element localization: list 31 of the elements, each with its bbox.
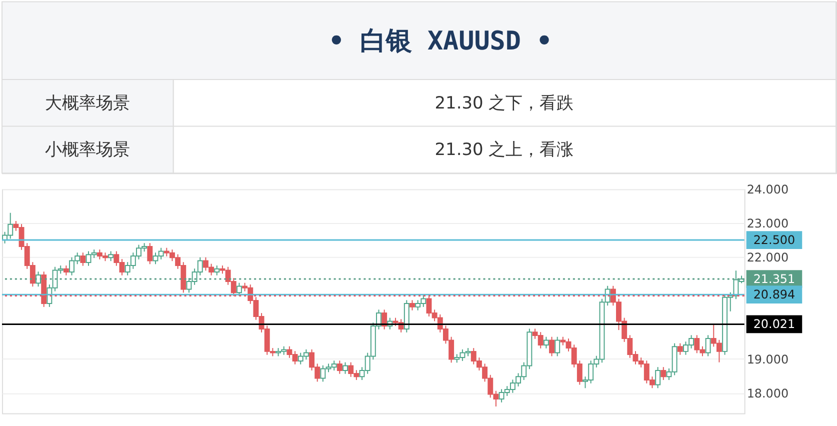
ref-line-label: 22.500 bbox=[753, 233, 796, 248]
y-tick-label: 24.000 bbox=[746, 182, 789, 197]
candlestick bbox=[655, 366, 661, 389]
y-tick-label: 22.000 bbox=[746, 250, 789, 264]
text: 大概率场景 bbox=[45, 92, 130, 112]
y-tick-label: 19.000 bbox=[746, 352, 789, 366]
candlestick bbox=[342, 362, 348, 374]
y-tick-label: 23.000 bbox=[746, 216, 789, 231]
candlestick bbox=[108, 250, 114, 262]
candlestick bbox=[382, 309, 388, 330]
chart-title: • 白银 XAUUSD • bbox=[328, 26, 552, 57]
ref-line-label: 21.351 bbox=[753, 272, 796, 286]
candlestick bbox=[147, 242, 153, 265]
candlestick bbox=[63, 264, 69, 276]
candlestick bbox=[410, 300, 415, 311]
candlestick bbox=[336, 360, 342, 374]
ref-line-label: 20.021 bbox=[753, 317, 796, 332]
candlestick bbox=[549, 336, 555, 357]
candlestick bbox=[80, 252, 86, 266]
candlestick bbox=[677, 342, 683, 356]
y-tick-label: 18.000 bbox=[746, 386, 789, 400]
text: 21.30 之下，看跌 bbox=[434, 92, 574, 112]
ref-line-label: 20.894 bbox=[753, 288, 796, 302]
text: 小概率场景 bbox=[45, 139, 130, 160]
candlestick bbox=[214, 264, 220, 276]
candlestick bbox=[660, 366, 666, 380]
candlestick bbox=[543, 336, 549, 349]
candlestick bbox=[236, 282, 242, 297]
candlestick bbox=[554, 336, 560, 357]
candlestick bbox=[705, 334, 711, 357]
text: 21.30 之上，看涨 bbox=[434, 139, 574, 160]
